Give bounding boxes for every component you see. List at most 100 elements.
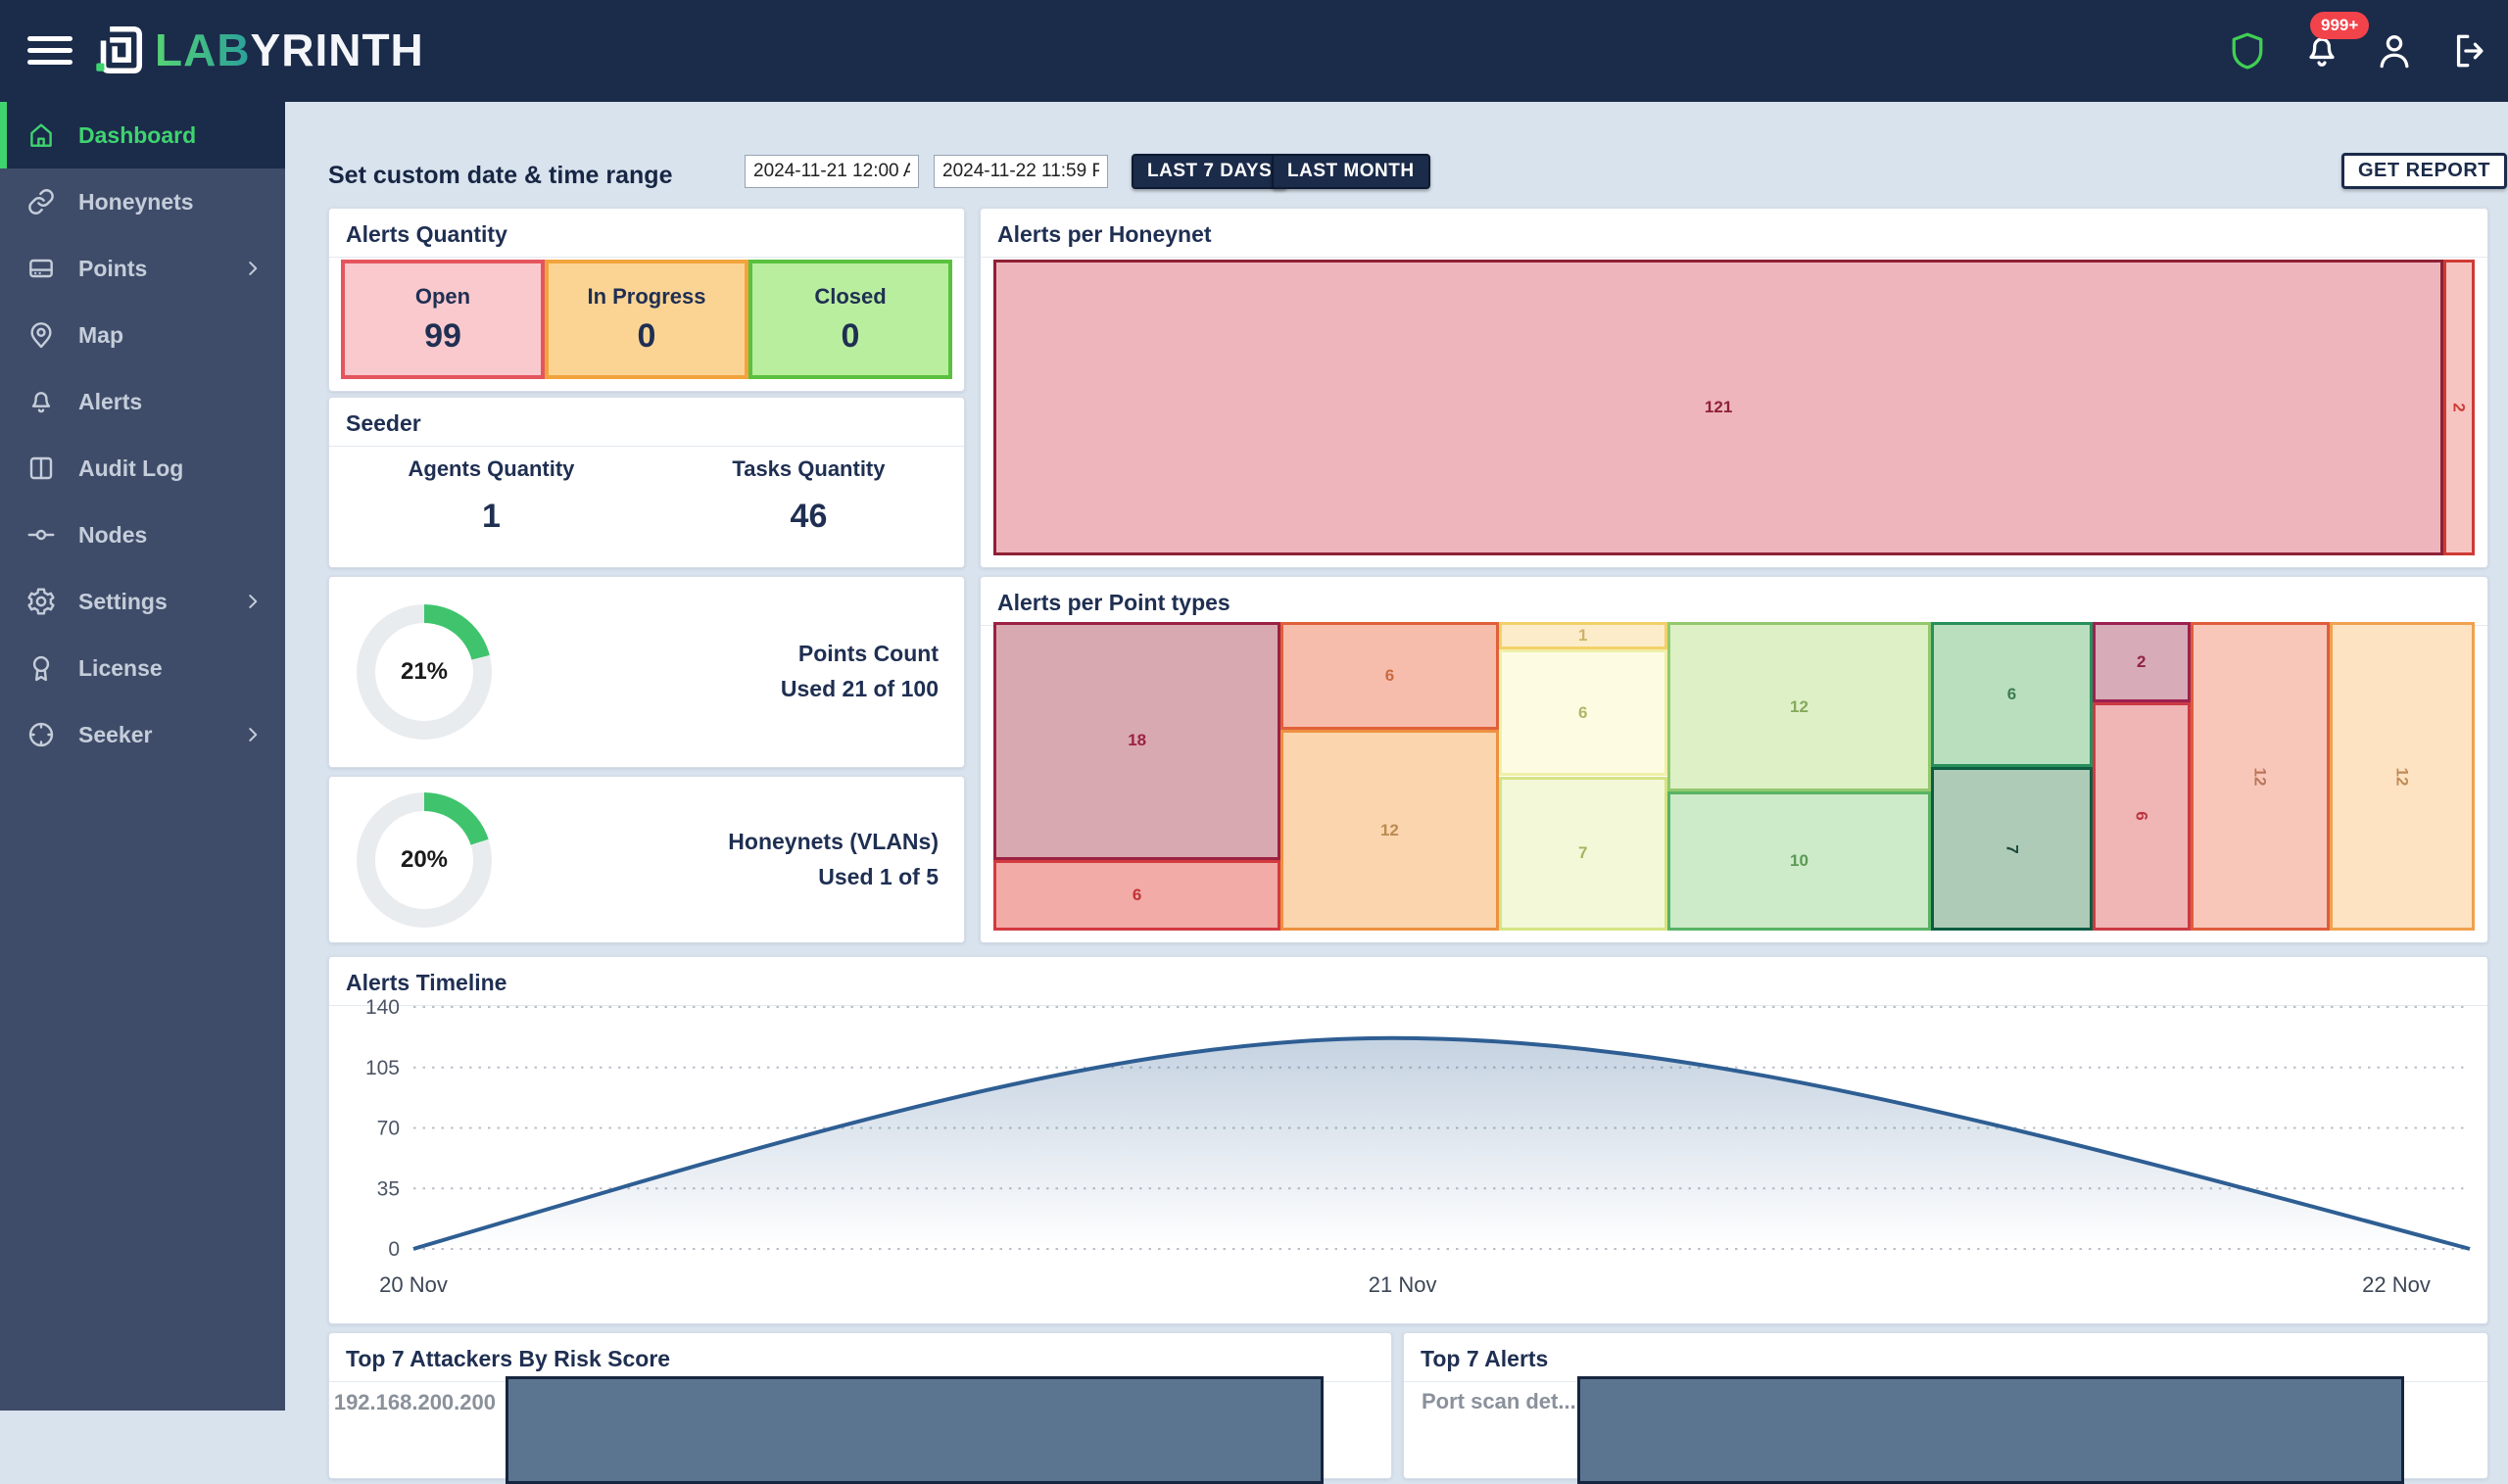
treemap-block[interactable]: 7: [1931, 767, 2093, 931]
status-count: 99: [424, 316, 461, 355]
treemap-block[interactable]: 12: [2329, 622, 2475, 931]
last-7-days-button[interactable]: LAST 7 DAYS: [1132, 154, 1288, 189]
sidebar-nav: Dashboard Honeynets Points Map Alerts Audit L…: [0, 102, 285, 1411]
server-icon: [25, 253, 57, 284]
treemap-block[interactable]: 12: [1280, 730, 1499, 931]
target-icon: [25, 719, 57, 750]
honeynets-usage-donut: 20%: [357, 791, 492, 928]
award-icon: [25, 652, 57, 684]
points-count-subtitle: Used 21 of 100: [780, 676, 939, 701]
notifications-bell-icon[interactable]: [2300, 29, 2343, 72]
sidebar-item-license[interactable]: License: [0, 635, 285, 701]
chevron-right-icon: [240, 722, 265, 747]
sidebar-item-honeynets[interactable]: Honeynets: [0, 168, 285, 235]
top-alerts-title: Top 7 Alerts: [1404, 1333, 2487, 1382]
bell-icon: [25, 386, 57, 417]
sidebar-item-settings[interactable]: Settings: [0, 568, 285, 635]
treemap-block[interactable]: 6: [1280, 622, 1499, 731]
alerts-timeline-title: Alerts Timeline: [329, 957, 2487, 1006]
date-from-input[interactable]: [745, 155, 919, 188]
honeynets-usage-title: Honeynets (VLANs): [728, 828, 939, 854]
status-label: Open: [414, 283, 471, 309]
svg-text:70: 70: [377, 1118, 400, 1140]
attacker-bar[interactable]: [506, 1376, 1324, 1484]
status-label: Closed: [814, 283, 887, 309]
topbar: LABYRINTH 999+: [0, 0, 2508, 102]
sidebar-item-label: Points: [78, 255, 148, 281]
treemap-block[interactable]: 12: [1666, 622, 1932, 792]
svg-text:20 Nov: 20 Nov: [379, 1272, 448, 1297]
treemap-block[interactable]: 10: [1666, 791, 1932, 931]
get-report-button[interactable]: GET REPORT: [2341, 153, 2508, 189]
alerts-quantity-box-closed[interactable]: Closed 0: [748, 260, 952, 379]
app-title: LABYRINTH: [155, 24, 424, 75]
sidebar-item-audit-log[interactable]: Audit Log: [0, 435, 285, 502]
link-icon: [25, 186, 57, 217]
treemap-block[interactable]: 6: [993, 859, 1281, 931]
sidebar-item-map[interactable]: Map: [0, 302, 285, 368]
top-attackers-title: Top 7 Attackers By Risk Score: [329, 1333, 1391, 1382]
sidebar-item-seeker[interactable]: Seeker: [0, 701, 285, 768]
sidebar-item-label: License: [78, 654, 163, 681]
agents-quantity-label: Agents Quantity: [408, 456, 575, 481]
alerts-quantity-row: Open 99 In Progress 0 Closed 0: [341, 260, 952, 379]
app-logo: LABYRINTH: [90, 22, 424, 78]
hamburger-menu-icon[interactable]: [27, 29, 72, 72]
logout-icon[interactable]: [2443, 29, 2486, 72]
sidebar-item-label: Honeynets: [78, 188, 194, 215]
svg-text:105: 105: [365, 1057, 400, 1079]
honeynets-usage-subtitle: Used 1 of 5: [818, 863, 939, 889]
shield-icon[interactable]: [2226, 29, 2269, 72]
last-month-button[interactable]: LAST MONTH: [1272, 154, 1430, 189]
sidebar-item-nodes[interactable]: Nodes: [0, 502, 285, 568]
honeynets-usage-percent: 20%: [400, 845, 449, 873]
treemap-block[interactable]: 2: [2443, 260, 2475, 555]
seeder-title: Seeder: [329, 398, 964, 447]
user-profile-icon[interactable]: [2373, 29, 2416, 72]
alerts-per-honeynet-title: Alerts per Honeynet: [981, 209, 2487, 258]
treemap-block[interactable]: 6: [1931, 622, 2093, 768]
honeynets-usage-card: 20% Honeynets (VLANs) Used 1 of 5: [328, 776, 965, 943]
tasks-quantity-label: Tasks Quantity: [732, 456, 886, 481]
sidebar-item-dashboard[interactable]: Dashboard: [0, 102, 285, 168]
treemap-block[interactable]: 6: [2092, 701, 2191, 931]
chevron-right-icon: [240, 256, 265, 281]
columns-icon: [25, 453, 57, 484]
treemap-block[interactable]: 1: [1498, 622, 1667, 650]
sidebar-item-label: Dashboard: [78, 121, 197, 148]
top-alerts-card: Top 7 Alerts Port scan det...: [1403, 1332, 2488, 1484]
seeder-card: Seeder Agents Quantity 1 Tasks Quantity …: [328, 397, 965, 568]
treemap-block[interactable]: 2: [2092, 622, 2191, 702]
treemap-block[interactable]: 12: [2190, 622, 2330, 931]
alerts-per-honeynet-card: Alerts per Honeynet 121 2: [980, 208, 2488, 568]
point-types-treemap: 18 6 6 12 1 6 7 12 10 6 7 2 6 12 12: [993, 622, 2475, 931]
tasks-quantity-stat: Tasks Quantity 46: [732, 456, 885, 536]
alerts-quantity-box-in-progress[interactable]: In Progress 0: [545, 260, 748, 379]
status-count: 0: [637, 316, 656, 355]
alerts-per-point-types-title: Alerts per Point types: [981, 577, 2487, 626]
sidebar-item-alerts[interactable]: Alerts: [0, 368, 285, 435]
seeder-stats: Agents Quantity 1 Tasks Quantity 46: [329, 456, 964, 536]
status-count: 0: [841, 316, 860, 355]
gear-icon: [25, 586, 57, 617]
tasks-quantity-value: 46: [790, 498, 828, 535]
notifications-count-badge[interactable]: 999+: [2310, 12, 2370, 39]
alert-bar[interactable]: [1577, 1376, 2404, 1484]
sidebar-item-label: Alerts: [78, 388, 143, 414]
honeynets-usage-text: Honeynets (VLANs) Used 1 of 5: [728, 825, 939, 894]
treemap-block[interactable]: 121: [993, 260, 2444, 555]
points-count-donut: 21%: [357, 604, 492, 740]
points-count-percent: 21%: [400, 658, 449, 685]
treemap-block[interactable]: 7: [1498, 776, 1667, 931]
top-attackers-card: Top 7 Attackers By Risk Score 192.168.20…: [328, 1332, 1392, 1484]
treemap-block[interactable]: 6: [1498, 649, 1667, 777]
date-to-input[interactable]: [934, 155, 1108, 188]
map-pin-icon: [25, 319, 57, 351]
sidebar-item-points[interactable]: Points: [0, 235, 285, 302]
honeynet-treemap: 121 2: [993, 260, 2475, 555]
points-count-title: Points Count: [797, 641, 939, 667]
treemap-block[interactable]: 18: [993, 622, 1281, 860]
alerts-quantity-box-open[interactable]: Open 99: [341, 260, 545, 379]
svg-text:140: 140: [365, 996, 400, 1019]
